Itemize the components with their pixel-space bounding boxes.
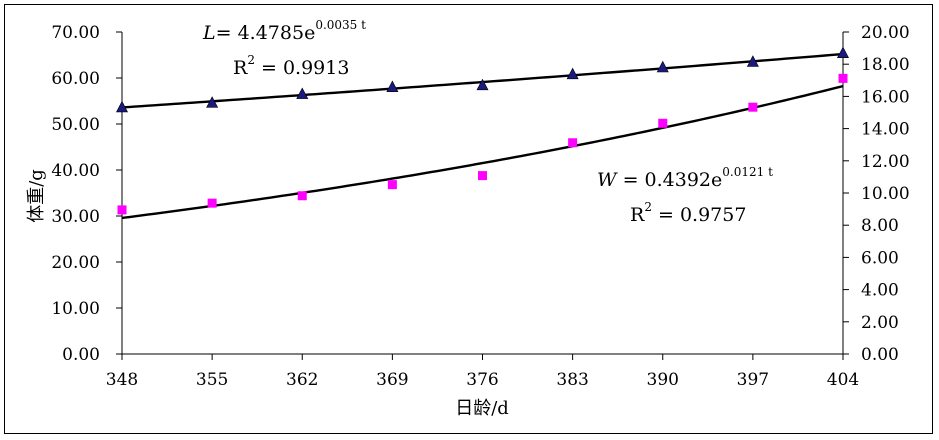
left-tick-label: 60.00 [51,69,100,89]
data-points [116,46,849,215]
equation-weight-exponent: 0.0121 t [722,165,773,179]
length-data-point [206,96,219,108]
r-squared-weight-value: = 0.9757 [652,204,746,226]
right-tick-label: 16.00 [861,87,910,107]
right-tick-label: 12.00 [861,152,910,172]
x-tick-label: 397 [737,370,769,390]
x-tick-label: 355 [196,370,228,390]
left-tick-label: 30.00 [51,207,100,227]
equation-length-lhs: L [202,22,216,44]
weight-data-point [387,180,397,190]
r-squared-length-exp: 2 [247,53,255,67]
right-tick-label: 10.00 [861,184,910,204]
weight-data-point [568,138,578,148]
equation-length: L= 4.4785e0.0035 t [202,18,366,44]
weight-data-point [658,118,668,128]
length-data-point [386,80,399,92]
left-axis-ticks: 0.00 10.00 20.00 30.00 40.00 50.00 60.00 70.00 [51,23,122,365]
x-tick-label: 369 [376,370,408,390]
equation-weight: W = 0.4392e0.0121 t [597,165,773,191]
length-data-point [566,67,579,80]
x-axis-label: 日龄/d [455,398,509,419]
equation-length-rhs: = 4.4785e [216,22,316,44]
right-tick-label: 20.00 [861,23,910,43]
x-tick-label: 390 [647,370,679,390]
r-squared-weight-exp: 2 [644,200,652,214]
r-squared-length: R2 = 0.9913 [233,53,349,79]
right-tick-label: 18.00 [861,55,910,75]
right-axis-ticks: 0.00 2.00 4.00 6.00 8.00 10.00 12.00 14.00 16.00… [843,23,910,365]
equation-weight-lhs: W [597,169,618,191]
weight-data-point [117,205,127,215]
x-tick-label: 376 [466,370,498,390]
length-data-point [296,87,309,99]
weight-data-point [207,198,217,208]
x-tick-label: 362 [286,370,318,390]
weight-data-point [748,102,758,112]
left-tick-label: 40.00 [51,161,100,181]
x-tick-label: 383 [556,370,588,390]
right-tick-label: 0.00 [861,345,899,365]
r-squared-length-value: = 0.9913 [255,57,349,79]
length-data-point [116,100,128,113]
right-tick-label: 2.00 [861,313,899,333]
left-tick-label: 20.00 [51,253,100,273]
x-tick-label: 348 [106,370,138,390]
right-tick-label: 8.00 [861,216,899,236]
weight-data-point [478,171,487,181]
r-squared-length-prefix: R [233,57,248,79]
length-data-point [837,46,849,58]
left-tick-label: 50.00 [51,115,100,135]
length-data-point [656,60,669,73]
fit-curves [121,52,844,220]
equation-weight-rhs: = 0.4392e [617,169,723,191]
length-data-point [746,55,759,67]
x-tick-label: 404 [827,370,859,390]
chart-frame [4,4,933,434]
r-squared-weight-prefix: R [630,204,645,226]
weight-data-point [297,191,307,201]
left-tick-label: 10.00 [51,299,100,319]
right-tick-label: 6.00 [861,248,899,268]
left-tick-label: 70.00 [51,23,100,43]
right-tick-label: 14.00 [861,120,910,140]
equation-length-exponent: 0.0035 t [315,18,366,32]
x-axis-ticks: 348 355 362 369 376 383 390 397 404 [106,354,859,390]
right-tick-label: 4.00 [861,281,899,301]
length-data-point [476,78,489,91]
r-squared-weight: R2 = 0.9757 [630,200,746,226]
left-tick-label: 0.00 [62,345,100,365]
weight-fit-curve [121,84,844,220]
y-axis-label: 体重/g [26,169,47,223]
weight-data-point [838,73,848,83]
